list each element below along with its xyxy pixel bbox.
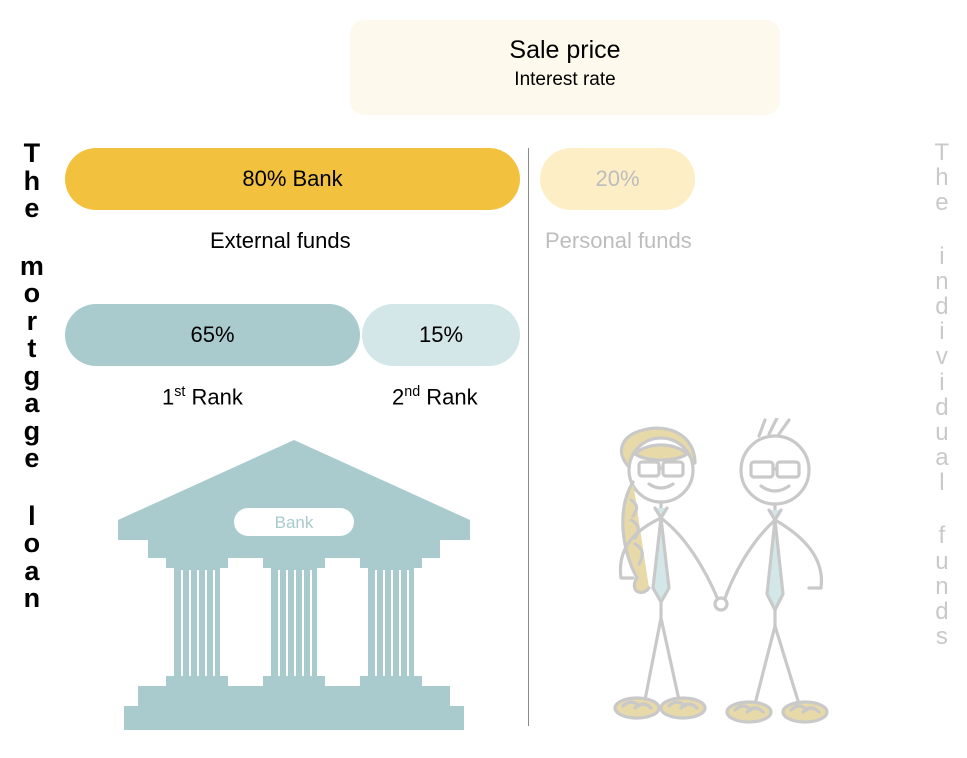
header-box: Sale price Interest rate (350, 20, 780, 115)
rank1-label: 1st Rank (162, 384, 243, 410)
left-vertical-label: The mortgage loan (12, 140, 52, 643)
rank2-pill: 15% (362, 304, 520, 366)
personal-funds-label: Personal funds (545, 228, 692, 254)
bank-icon-label: Bank (275, 513, 314, 532)
personal-pill: 20% (540, 148, 695, 210)
people-icon (555, 418, 905, 738)
rank1-pill: 65% (65, 304, 360, 366)
bank-pill: 80% Bank (65, 148, 520, 210)
header-title: Sale price (350, 36, 780, 65)
rank2-label: 2nd Rank (392, 384, 478, 410)
external-funds-label: External funds (210, 228, 351, 254)
right-vertical-label: The individual funds (927, 140, 957, 677)
vertical-divider (528, 148, 529, 726)
bank-icon: Bank (118, 440, 470, 730)
header-subtitle: Interest rate (350, 69, 780, 91)
